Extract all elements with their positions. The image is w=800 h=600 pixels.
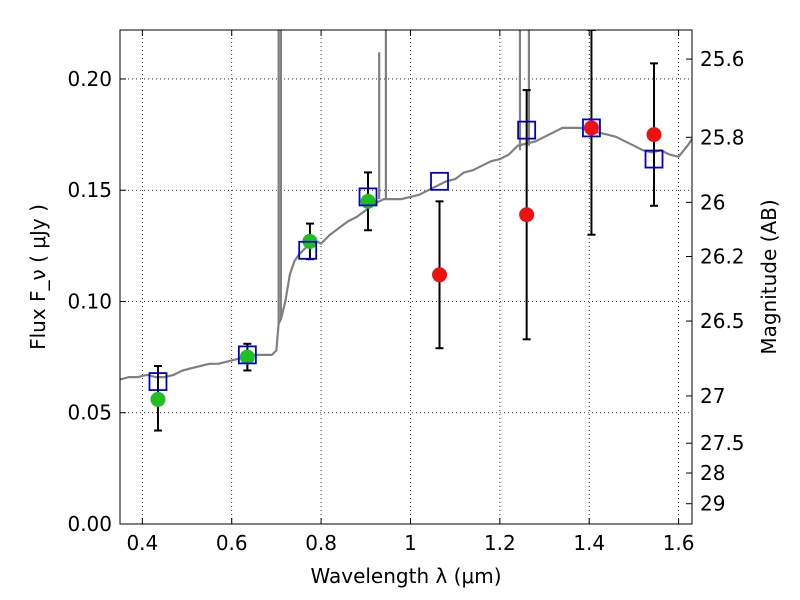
x-tick-label: 1 bbox=[404, 531, 417, 555]
green-data-point bbox=[360, 193, 376, 209]
model-box-marker bbox=[237, 345, 257, 365]
right-tick-label: 26.5 bbox=[700, 309, 745, 333]
right-tick-label: 26 bbox=[700, 190, 725, 214]
right-tick-label: 25.8 bbox=[700, 125, 745, 149]
y-tick-label: 0.20 bbox=[67, 67, 112, 91]
red-data-point bbox=[432, 267, 448, 283]
plot-frame bbox=[119, 29, 693, 525]
x-tick-label: 0.6 bbox=[216, 531, 248, 555]
green-data-point bbox=[239, 349, 255, 365]
y-axis-label: Flux F_ν ( μJy ) bbox=[26, 204, 50, 350]
model-box-marker bbox=[148, 372, 168, 391]
x-tick-label: 1.4 bbox=[573, 531, 605, 555]
right-tick-label: 27 bbox=[700, 384, 725, 408]
red-data-point bbox=[519, 207, 535, 223]
right-tick-label: 28 bbox=[700, 461, 725, 485]
model-box-marker bbox=[430, 171, 449, 191]
model-box-marker bbox=[517, 120, 537, 140]
model-box-marker bbox=[358, 187, 378, 207]
right-tick-label: 27.5 bbox=[700, 431, 745, 455]
model-box-marker bbox=[582, 118, 601, 138]
x-tick-label: 1.6 bbox=[663, 531, 695, 555]
x-tick-label: 1.2 bbox=[484, 531, 516, 555]
model-box-marker bbox=[644, 149, 664, 169]
red-data-point bbox=[583, 120, 599, 136]
y-tick-label: 0.05 bbox=[67, 401, 112, 425]
plot-area bbox=[120, 30, 692, 432]
x-tick-label: 0.8 bbox=[305, 531, 337, 555]
right-tick-label: 29 bbox=[700, 492, 725, 516]
right-tick-label: 25.6 bbox=[700, 47, 745, 71]
y-tick-label: 0.10 bbox=[67, 289, 112, 313]
right-tick-label: 26.2 bbox=[700, 244, 745, 268]
x-tick-label: 0.4 bbox=[126, 531, 158, 555]
x-axis-label: Wavelength λ (μm) bbox=[310, 564, 501, 588]
red-data-point bbox=[646, 127, 662, 143]
y-tick-label: 0.15 bbox=[67, 178, 112, 202]
axis-ticks: 0.4 0.6 0.8 1 1.2 1.4 1.6 0.00 0.05 0.10 0.15 0.20 2… bbox=[67, 30, 745, 555]
green-data-point bbox=[150, 391, 166, 407]
y-axis-right-label: Magnitude (AB) bbox=[757, 199, 781, 354]
model-box-marker bbox=[298, 240, 318, 260]
y-tick-label: 0.00 bbox=[67, 512, 112, 536]
